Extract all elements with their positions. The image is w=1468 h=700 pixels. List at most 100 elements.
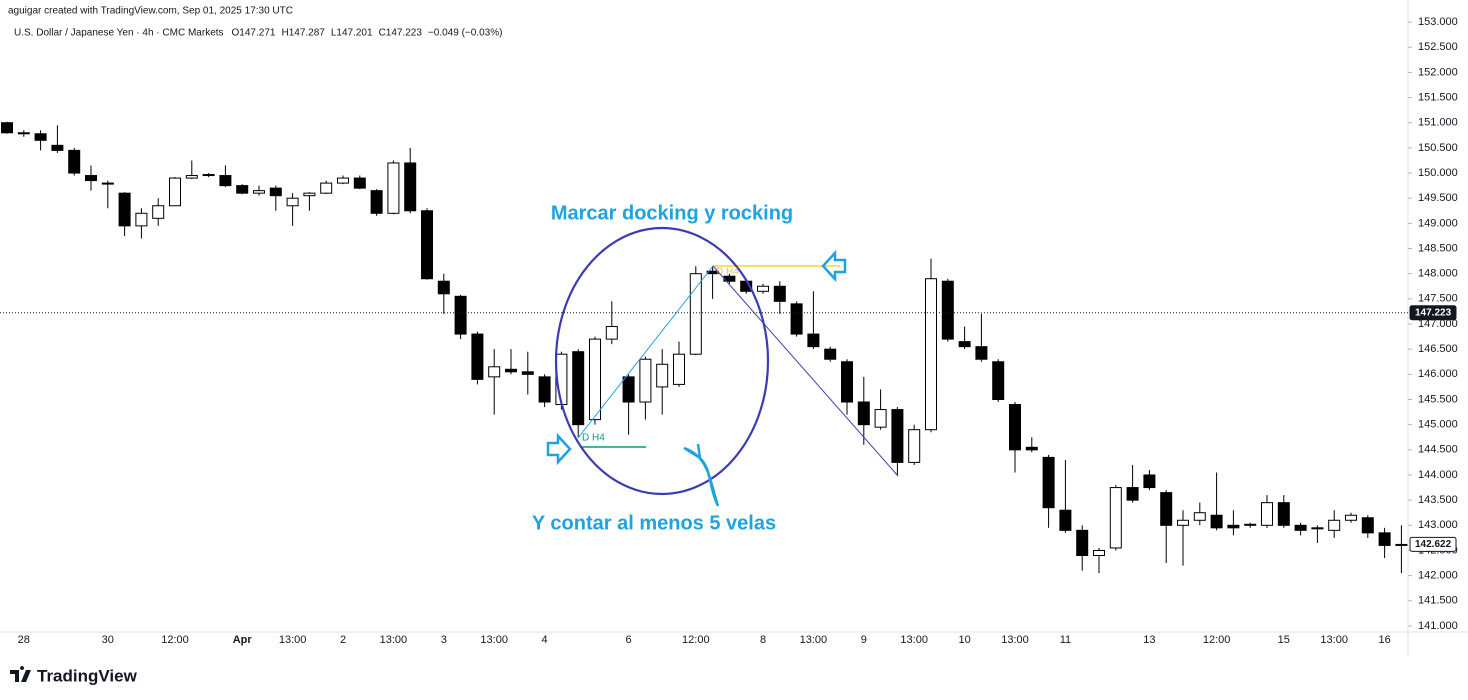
x-tick-label: Apr xyxy=(233,634,253,646)
x-tick-label: 13:00 xyxy=(380,634,408,646)
candle-body xyxy=(1294,524,1307,531)
y-tick-label: 152.500 xyxy=(1418,41,1458,53)
x-tick-label: 15 xyxy=(1278,634,1290,646)
candle-body xyxy=(639,358,652,403)
candle-body xyxy=(1361,517,1374,534)
candle-body xyxy=(387,162,400,214)
x-tick-label: 13:00 xyxy=(900,634,928,646)
y-tick-label: 151.000 xyxy=(1418,117,1458,129)
candle-body xyxy=(454,295,467,335)
candle-body xyxy=(1076,529,1089,557)
candle-body xyxy=(773,285,786,302)
candle-body xyxy=(34,133,47,141)
candle-body xyxy=(1177,519,1189,526)
y-tick-label: 141.500 xyxy=(1418,595,1458,607)
candle-body xyxy=(152,205,165,219)
x-tick-label: 11 xyxy=(1060,634,1071,646)
y-tick-label: 150.000 xyxy=(1418,167,1458,179)
ohlc-value: −0.049 (−0.03%) xyxy=(428,28,503,39)
candle-body xyxy=(421,210,433,280)
annotation: Y contar al menos 5 velas xyxy=(532,512,776,534)
candle-body xyxy=(219,175,232,187)
candle-body xyxy=(1009,404,1021,451)
candle-body xyxy=(1143,474,1156,489)
candle-body xyxy=(1277,502,1290,526)
y-tick-label: 145.000 xyxy=(1418,419,1458,431)
y-tick-label: 143.000 xyxy=(1418,519,1458,531)
y-tick-label: 149.000 xyxy=(1418,217,1458,229)
candle-body xyxy=(1227,524,1240,529)
arrow xyxy=(821,249,847,283)
candle-body xyxy=(622,376,635,403)
candle-body xyxy=(51,144,64,151)
candle-body xyxy=(790,303,803,335)
x-tick-label: 13:00 xyxy=(1320,634,1348,646)
candle-body xyxy=(572,351,585,426)
candle-body xyxy=(605,326,618,340)
symbol: U.S. Dollar / Japanese Yen · 4h · CMC Ma… xyxy=(14,28,224,39)
y-tick-label: 149.500 xyxy=(1418,192,1458,204)
candle-body xyxy=(908,429,921,463)
candle-body xyxy=(925,278,937,431)
x-tick-label: 13:00 xyxy=(1001,634,1029,646)
candle-body xyxy=(941,280,954,340)
y-tick-label: 143.500 xyxy=(1418,494,1458,506)
y-tick-label: 144.000 xyxy=(1418,469,1458,481)
candle-body xyxy=(538,376,551,403)
x-tick-label: 9 xyxy=(861,634,867,646)
x-tick-label: 12:00 xyxy=(1203,634,1231,646)
y-tick-label: 152.000 xyxy=(1418,66,1458,78)
candle-body xyxy=(320,182,333,194)
price-tag xyxy=(1409,305,1457,321)
candle-body xyxy=(1378,532,1391,546)
candle-body xyxy=(68,149,81,174)
x-tick-label: 16 xyxy=(1378,634,1390,646)
candle-body xyxy=(1261,502,1273,526)
candle-body xyxy=(303,192,316,197)
candle-body xyxy=(370,190,383,214)
candle-body xyxy=(1160,492,1173,526)
candle-body xyxy=(1244,523,1257,526)
candle-body xyxy=(857,401,870,426)
ohlc-value: H147.287 xyxy=(281,28,325,39)
candle-body xyxy=(437,280,450,295)
trend-line xyxy=(712,265,899,477)
ohlc-value: C147.223 xyxy=(379,28,423,39)
drawings: Marcar docking y rocking Y contar al men… xyxy=(532,202,899,534)
candle-body xyxy=(673,353,685,385)
candle-body xyxy=(1328,519,1341,531)
candle-body xyxy=(1345,514,1357,521)
candle-body xyxy=(471,333,484,380)
y-tick-label: 145.500 xyxy=(1418,393,1458,405)
x-tick-label: 12:00 xyxy=(682,634,710,646)
candle-body xyxy=(824,348,837,360)
x-tick-label: 3 xyxy=(441,634,447,646)
candle-body xyxy=(521,371,534,375)
arrow xyxy=(683,443,720,507)
candle-body xyxy=(1059,509,1072,531)
ellipse xyxy=(554,226,770,496)
y-tick-label: 148.000 xyxy=(1418,268,1458,280)
logo: TradingView xyxy=(10,666,138,685)
price-tag-label: 142.622 xyxy=(1415,539,1452,550)
candle-body xyxy=(841,361,853,403)
candle-body xyxy=(169,177,181,207)
candle-body xyxy=(118,192,131,227)
candle-body xyxy=(958,341,971,348)
price-tag xyxy=(1409,536,1457,552)
candle-body xyxy=(353,177,366,189)
candle-body xyxy=(404,162,417,212)
candle-body xyxy=(17,132,30,135)
candle-body xyxy=(1109,487,1122,549)
y-tick-label: 144.500 xyxy=(1418,444,1458,456)
y-tick-label: 146.500 xyxy=(1418,343,1458,355)
x-tick-label: 13 xyxy=(1143,634,1155,646)
ohlc-value: O147.271 xyxy=(232,28,276,39)
candle-body xyxy=(992,361,1005,400)
candle-body xyxy=(656,363,669,388)
candle-body xyxy=(1210,514,1223,529)
candle-body xyxy=(135,212,148,227)
x-tick-label: 10 xyxy=(958,634,970,646)
y-tick-label: 142.000 xyxy=(1418,570,1458,582)
candle-body xyxy=(1042,456,1055,509)
